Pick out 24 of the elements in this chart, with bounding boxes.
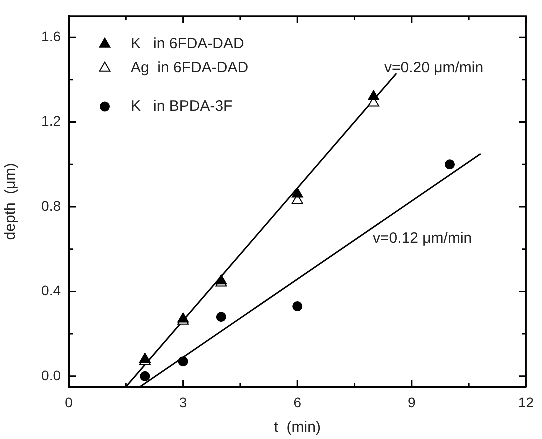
point xyxy=(368,90,380,100)
x-tick-label: 12 xyxy=(518,394,534,410)
point xyxy=(178,356,188,367)
y-axis-title: depth (μm) xyxy=(2,163,20,240)
point xyxy=(140,352,151,363)
text: 0.0 xyxy=(42,367,61,384)
y-tick-label: 0.4 xyxy=(42,282,62,299)
point xyxy=(292,302,303,312)
x-tick-label: 0 xyxy=(65,394,74,410)
point xyxy=(292,188,304,198)
y-tick-label: 1.6 xyxy=(42,28,62,44)
y-tick-label: 1.2 xyxy=(42,113,62,130)
legend-label: K in 6FDA-DAD xyxy=(131,36,245,53)
y-tick-label: 0.8 xyxy=(42,198,62,214)
annotation: v=0.12 μm/min xyxy=(373,230,472,247)
point xyxy=(140,371,150,382)
x-axis-title: t (min) xyxy=(274,419,321,436)
x-tick-label: 3 xyxy=(179,394,188,410)
annotation: v=0.20 μm/min xyxy=(384,59,484,76)
legend-label: K in BPDA-3F xyxy=(131,98,233,115)
point xyxy=(216,312,226,322)
x-tick-label: 9 xyxy=(408,394,416,410)
legend-label: Ag in 6FDA-DAD xyxy=(131,60,249,77)
x-tick-label: 6 xyxy=(294,394,302,410)
